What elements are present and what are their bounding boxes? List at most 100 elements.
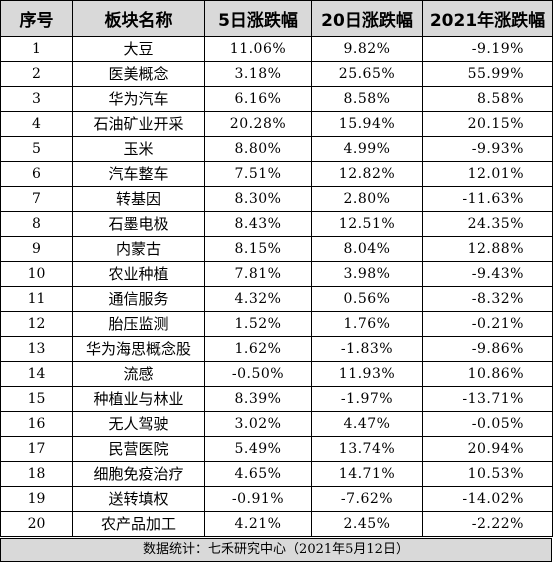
sector-performance-table: 序号 板块名称 5日涨跌幅 20日涨跌幅 2021年涨跌幅 1 大豆 11.06% 9… bbox=[0, 0, 553, 537]
change-2021-cell: -14.02% bbox=[422, 486, 553, 512]
change-2021-cell: -8.32% bbox=[422, 286, 553, 312]
change-2021-cell: 20.94% bbox=[422, 436, 553, 462]
change-20day-cell: 4.99% bbox=[311, 136, 423, 162]
change-20day-cell: 11.93% bbox=[311, 361, 423, 387]
sector-name-cell: 胎压监测 bbox=[72, 311, 205, 337]
row-index-cell: 1 bbox=[0, 36, 73, 62]
change-20day-cell: 4.47% bbox=[311, 411, 423, 437]
row-index-cell: 8 bbox=[0, 211, 73, 237]
row-index-cell: 11 bbox=[0, 286, 73, 312]
change-5day-cell: 8.39% bbox=[204, 386, 312, 412]
table-row: 8 石墨电极 8.43% 12.51% 24.35% bbox=[0, 211, 553, 237]
row-index-cell: 9 bbox=[0, 236, 73, 262]
table-row: 14 流感 -0.50% 11.93% 10.86% bbox=[0, 361, 553, 387]
table-row: 6 汽车整车 7.51% 12.82% 12.01% bbox=[0, 161, 553, 187]
table-row: 3 华为汽车 6.16% 8.58% 8.58% bbox=[0, 86, 553, 112]
change-20day-cell: 12.82% bbox=[311, 161, 423, 187]
change-20day-cell: 25.65% bbox=[311, 61, 423, 87]
change-20day-cell: 3.98% bbox=[311, 261, 423, 287]
change-5day-cell: 8.43% bbox=[204, 211, 312, 237]
table-row: 20 农产品加工 4.21% 2.45% -2.22% bbox=[0, 511, 553, 537]
sector-name-cell: 种植业与林业 bbox=[72, 386, 205, 412]
change-5day-cell: 7.81% bbox=[204, 261, 312, 287]
change-20day-cell: 1.76% bbox=[311, 311, 423, 337]
change-2021-cell: -9.19% bbox=[422, 36, 553, 62]
table-row: 11 通信服务 4.32% 0.56% -8.32% bbox=[0, 286, 553, 312]
row-index-cell: 17 bbox=[0, 436, 73, 462]
sector-name-cell: 农业种植 bbox=[72, 261, 205, 287]
change-2021-cell: 12.88% bbox=[422, 236, 553, 262]
sector-name-cell: 医美概念 bbox=[72, 61, 205, 87]
change-20day-cell: 15.94% bbox=[311, 111, 423, 137]
change-20day-cell: 2.80% bbox=[311, 186, 423, 212]
sector-name-cell: 农产品加工 bbox=[72, 511, 205, 537]
header-index: 序号 bbox=[0, 0, 73, 37]
change-2021-cell: 12.01% bbox=[422, 161, 553, 187]
row-index-cell: 20 bbox=[0, 511, 73, 537]
sector-name-cell: 石墨电极 bbox=[72, 211, 205, 237]
change-5day-cell: 5.49% bbox=[204, 436, 312, 462]
change-2021-cell: -0.21% bbox=[422, 311, 553, 337]
sector-name-cell: 大豆 bbox=[72, 36, 205, 62]
change-20day-cell: -1.97% bbox=[311, 386, 423, 412]
sector-name-cell: 华为汽车 bbox=[72, 86, 205, 112]
change-5day-cell: 4.21% bbox=[204, 511, 312, 537]
row-index-cell: 7 bbox=[0, 186, 73, 212]
sector-name-cell: 通信服务 bbox=[72, 286, 205, 312]
table-row: 17 民营医院 5.49% 13.74% 20.94% bbox=[0, 436, 553, 462]
change-20day-cell: 8.58% bbox=[311, 86, 423, 112]
sector-name-cell: 流感 bbox=[72, 361, 205, 387]
row-index-cell: 2 bbox=[0, 61, 73, 87]
change-20day-cell: 14.71% bbox=[311, 461, 423, 487]
header-20day-change: 20日涨跌幅 bbox=[311, 0, 423, 37]
sector-name-cell: 石油矿业开采 bbox=[72, 111, 205, 137]
row-index-cell: 19 bbox=[0, 486, 73, 512]
row-index-cell: 6 bbox=[0, 161, 73, 187]
row-index-cell: 5 bbox=[0, 136, 73, 162]
row-index-cell: 10 bbox=[0, 261, 73, 287]
header-5day-change: 5日涨跌幅 bbox=[204, 0, 312, 37]
table-row: 7 转基因 8.30% 2.80% -11.63% bbox=[0, 186, 553, 212]
sector-name-cell: 无人驾驶 bbox=[72, 411, 205, 437]
row-index-cell: 13 bbox=[0, 336, 73, 362]
change-2021-cell: -13.71% bbox=[422, 386, 553, 412]
change-5day-cell: 6.16% bbox=[204, 86, 312, 112]
change-5day-cell: -0.50% bbox=[204, 361, 312, 387]
change-5day-cell: 8.30% bbox=[204, 186, 312, 212]
table-row: 9 内蒙古 8.15% 8.04% 12.88% bbox=[0, 236, 553, 262]
row-index-cell: 18 bbox=[0, 461, 73, 487]
sector-name-cell: 内蒙古 bbox=[72, 236, 205, 262]
table-row: 4 石油矿业开采 20.28% 15.94% 20.15% bbox=[0, 111, 553, 137]
table-row: 10 农业种植 7.81% 3.98% -9.43% bbox=[0, 261, 553, 287]
change-2021-cell: 10.86% bbox=[422, 361, 553, 387]
table-row: 13 华为海思概念股 1.62% -1.83% -9.86% bbox=[0, 336, 553, 362]
change-20day-cell: 9.82% bbox=[311, 36, 423, 62]
change-5day-cell: 20.28% bbox=[204, 111, 312, 137]
sector-name-cell: 玉米 bbox=[72, 136, 205, 162]
header-2021-change: 2021年涨跌幅 bbox=[422, 0, 553, 37]
change-5day-cell: 1.62% bbox=[204, 336, 312, 362]
table-row: 12 胎压监测 1.52% 1.76% -0.21% bbox=[0, 311, 553, 337]
row-index-cell: 4 bbox=[0, 111, 73, 137]
change-2021-cell: 55.99% bbox=[422, 61, 553, 87]
table-row: 19 送转填权 -0.91% -7.62% -14.02% bbox=[0, 486, 553, 512]
change-2021-cell: -11.63% bbox=[422, 186, 553, 212]
table-row: 15 种植业与林业 8.39% -1.97% -13.71% bbox=[0, 386, 553, 412]
row-index-cell: 16 bbox=[0, 411, 73, 437]
sector-name-cell: 细胞免疫治疗 bbox=[72, 461, 205, 487]
change-2021-cell: 24.35% bbox=[422, 211, 553, 237]
sector-name-cell: 转基因 bbox=[72, 186, 205, 212]
change-20day-cell: -7.62% bbox=[311, 486, 423, 512]
change-20day-cell: 13.74% bbox=[311, 436, 423, 462]
change-20day-cell: 8.04% bbox=[311, 236, 423, 262]
change-5day-cell: 1.52% bbox=[204, 311, 312, 337]
sector-name-cell: 华为海思概念股 bbox=[72, 336, 205, 362]
change-20day-cell: -1.83% bbox=[311, 336, 423, 362]
row-index-cell: 12 bbox=[0, 311, 73, 337]
change-5day-cell: 3.18% bbox=[204, 61, 312, 87]
header-row: 序号 板块名称 5日涨跌幅 20日涨跌幅 2021年涨跌幅 bbox=[0, 0, 553, 37]
change-2021-cell: -9.93% bbox=[422, 136, 553, 162]
change-5day-cell: 11.06% bbox=[204, 36, 312, 62]
change-5day-cell: 4.65% bbox=[204, 461, 312, 487]
